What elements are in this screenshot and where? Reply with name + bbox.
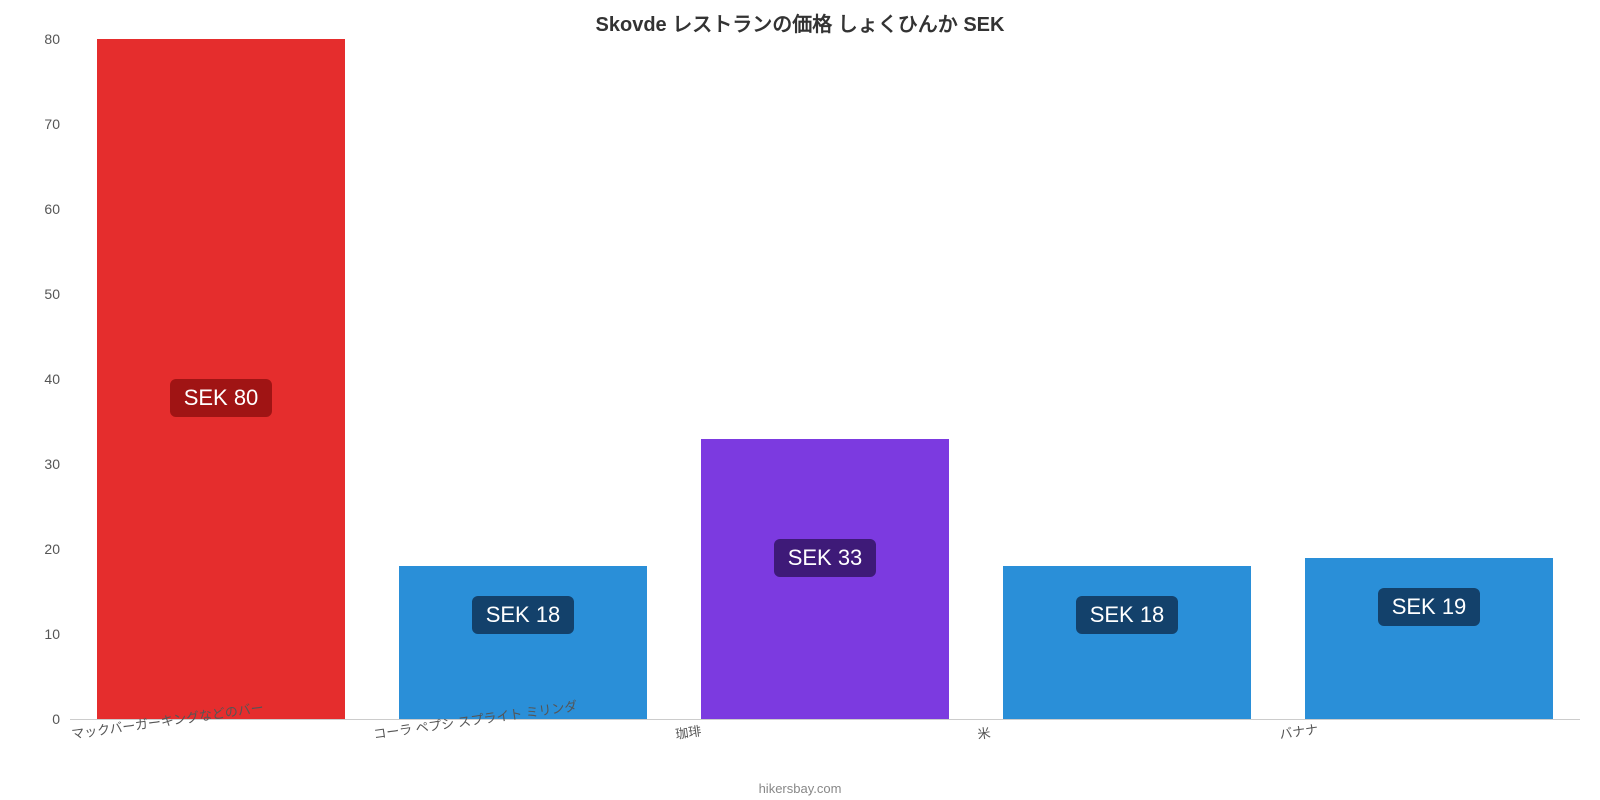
y-tick: 40 (20, 371, 60, 387)
y-tick: 60 (20, 201, 60, 217)
bar-slot: SEK 18 (976, 40, 1278, 719)
x-label-slot: バナナ (1278, 724, 1580, 784)
y-tick: 80 (20, 31, 60, 47)
bar: SEK 18 (399, 566, 647, 719)
bar-slot: SEK 80 (70, 40, 372, 719)
y-tick: 30 (20, 456, 60, 472)
y-tick: 10 (20, 626, 60, 642)
y-tick: 70 (20, 116, 60, 132)
bar: SEK 18 (1003, 566, 1251, 719)
bar-value-label: SEK 19 (1378, 588, 1481, 626)
bar: SEK 19 (1305, 558, 1553, 720)
price-bar-chart: Skovde レストランの価格 しょくひんか SEK SEK 80SEK 18S… (0, 0, 1600, 800)
bar-value-label: SEK 33 (774, 539, 877, 577)
bar: SEK 80 (97, 39, 345, 719)
bar-value-label: SEK 18 (472, 596, 575, 634)
bars-container: SEK 80 SEK 18 SEK 33 SEK 18 SEK 19 (70, 40, 1580, 719)
chart-credit: hikersbay.com (0, 781, 1600, 796)
x-label-slot: 珈琲 (674, 724, 976, 784)
bar-value-label: SEK 18 (1076, 596, 1179, 634)
bar-slot: SEK 33 (674, 40, 976, 719)
bar-value-label: SEK 80 (170, 379, 273, 417)
y-tick: 20 (20, 541, 60, 557)
x-axis-labels: マックバーガーキングなどのバーコーラ ペプシ スプライト ミリンダ珈琲米 バナナ (70, 724, 1580, 784)
bar-slot: SEK 19 (1278, 40, 1580, 719)
y-tick: 50 (20, 286, 60, 302)
x-label-slot: 米 (976, 724, 1278, 784)
x-category-label: 米 (976, 722, 992, 743)
bar: SEK 33 (701, 439, 949, 720)
x-category-label: バナナ (1278, 719, 1319, 743)
x-label-slot: コーラ ペプシ スプライト ミリンダ (372, 724, 674, 784)
x-category-label: 珈琲 (674, 720, 702, 742)
chart-title: Skovde レストランの価格 しょくひんか SEK (0, 8, 1600, 37)
y-tick: 0 (20, 711, 60, 727)
plot-area: SEK 80SEK 18SEK 33SEK 18SEK 19 010203040… (70, 40, 1580, 720)
x-label-slot: マックバーガーキングなどのバー (70, 724, 372, 784)
bar-slot: SEK 18 (372, 40, 674, 719)
